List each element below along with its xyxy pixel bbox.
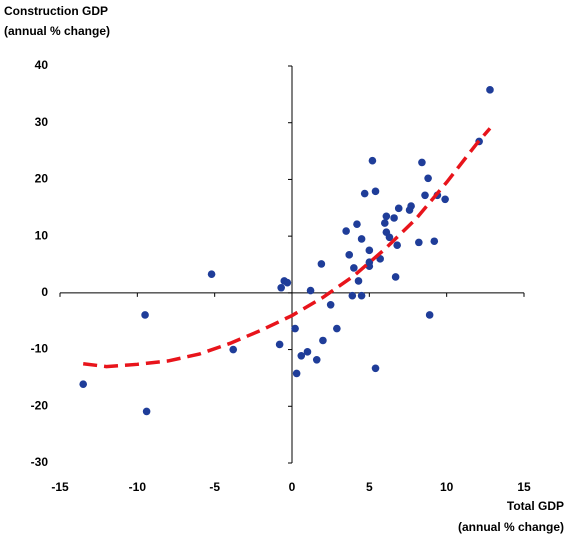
data-point <box>381 219 389 227</box>
data-point <box>345 251 354 259</box>
data-point <box>371 187 380 196</box>
data-point <box>365 246 374 255</box>
data-point <box>275 340 284 349</box>
x-axis-label: (annual % change) <box>458 520 564 534</box>
data-point <box>365 262 374 271</box>
data-point <box>418 158 426 167</box>
y-tick-label: 30 <box>35 115 49 129</box>
data-point <box>292 369 301 378</box>
data-point <box>430 237 439 246</box>
data-point <box>350 264 358 272</box>
data-point <box>415 238 423 247</box>
data-point <box>342 227 350 235</box>
data-point <box>142 407 151 416</box>
data-point <box>421 191 429 200</box>
data-point <box>390 214 398 222</box>
data-point <box>277 283 285 292</box>
data-point <box>354 277 363 285</box>
y-tick-label: 40 <box>35 58 49 72</box>
data-point <box>371 364 380 373</box>
data-point <box>486 86 494 94</box>
x-tick-label: 10 <box>440 480 454 494</box>
data-point <box>141 311 149 319</box>
data-point <box>357 235 366 243</box>
data-point <box>229 345 238 354</box>
data-point <box>394 204 403 213</box>
y-tick-label: -20 <box>31 398 49 412</box>
data-point <box>283 278 292 287</box>
x-tick-label: 15 <box>517 480 531 494</box>
data-point <box>424 174 432 183</box>
y-axis-label: (annual % change) <box>4 24 110 38</box>
data-point <box>407 202 415 210</box>
x-tick-label: 0 <box>289 480 296 494</box>
data-point <box>353 220 361 229</box>
data-point <box>348 291 357 300</box>
data-point <box>303 348 312 356</box>
data-point <box>425 311 434 319</box>
y-tick-label: -10 <box>31 342 49 356</box>
x-tick-label: 5 <box>366 480 373 494</box>
data-point <box>326 300 335 309</box>
data-point <box>441 195 449 204</box>
x-tick-label: -15 <box>51 480 69 494</box>
data-point <box>291 324 299 333</box>
data-point <box>317 260 326 268</box>
data-point <box>319 336 327 345</box>
y-tick-label: -30 <box>31 455 49 469</box>
data-point <box>207 270 216 278</box>
data-point <box>312 355 321 364</box>
data-point <box>385 233 394 242</box>
data-point <box>333 324 341 333</box>
data-point <box>79 380 87 388</box>
data-point <box>306 286 315 295</box>
data-point <box>391 273 400 281</box>
x-axis-label: Total GDP <box>507 499 564 513</box>
data-point <box>368 156 377 165</box>
data-point <box>393 241 401 250</box>
data-point <box>357 291 366 300</box>
y-tick-label: 10 <box>35 228 49 242</box>
y-tick-label: 20 <box>35 172 49 186</box>
data-point <box>297 352 306 360</box>
data-point <box>360 189 369 198</box>
trend-line <box>82 127 492 369</box>
x-tick-label: -5 <box>209 480 220 494</box>
x-tick-label: -10 <box>129 480 147 494</box>
y-axis-label: Construction GDP <box>4 4 108 18</box>
data-point <box>382 212 391 221</box>
y-tick-label: 0 <box>41 285 48 299</box>
